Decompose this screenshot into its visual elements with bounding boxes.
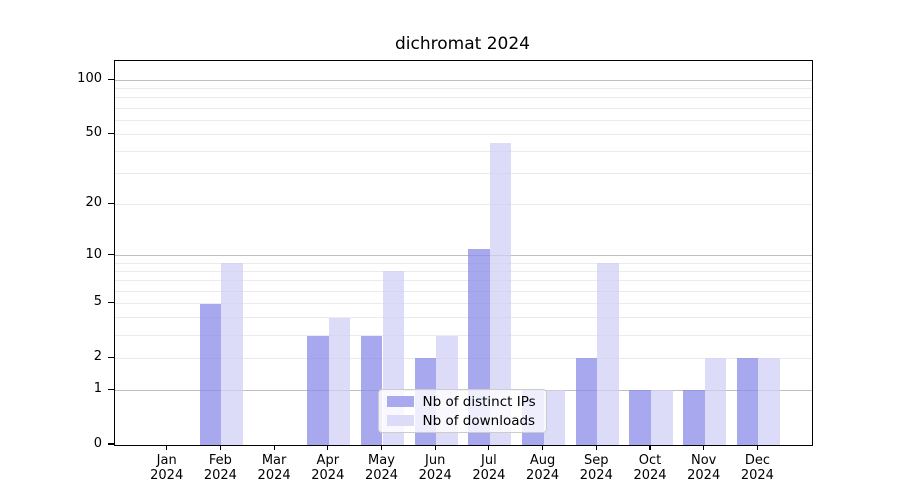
legend-item-distinct-ips: Nb of distinct IPs (386, 393, 538, 410)
minor-gridline-7 (115, 280, 812, 282)
bar-ips-dec (736, 358, 759, 445)
y-tick-label-100: 100 (77, 71, 102, 87)
minor-gridline-4 (115, 317, 812, 319)
y-tick-label-50: 50 (85, 125, 102, 141)
x-tick-apr (327, 445, 329, 450)
bar-downloads-jul (489, 142, 512, 445)
y-tick-label-5: 5 (93, 294, 102, 310)
minor-gridline-70 (115, 107, 812, 109)
y-tick-label-10: 10 (85, 246, 102, 262)
x-tick-mar (273, 445, 275, 450)
y-tick-20 (108, 202, 114, 205)
x-tick-label-nov: Nov 2024 (687, 452, 721, 484)
x-tick-feb (219, 445, 221, 450)
downloads-swatch-icon (386, 415, 414, 426)
minor-gridline-40 (115, 151, 812, 153)
legend-item-downloads: Nb of downloads (386, 412, 538, 429)
x-tick-label-jan: Jan 2024 (150, 452, 184, 484)
minor-gridline-20 (115, 203, 812, 205)
bar-downloads-oct (651, 390, 673, 445)
y-tick-50 (108, 132, 114, 134)
minor-gridline-8 (115, 270, 812, 272)
x-tick-label-jul: Jul 2024 (472, 452, 506, 484)
bar-ips-may (360, 335, 383, 445)
x-tick-dec (756, 445, 758, 450)
bar-downloads-dec (758, 358, 780, 445)
legend: Nb of distinct IPs Nb of downloads (377, 389, 547, 433)
bar-ips-nov (683, 390, 705, 445)
x-tick-label-apr: Apr 2024 (311, 452, 345, 484)
y-tick-100 (108, 78, 114, 80)
bar-ips-sep (575, 358, 598, 445)
x-tick-jun (434, 445, 436, 450)
x-tick-nov (703, 445, 705, 450)
y-tick-label-0: 0 (93, 436, 102, 451)
chart-title: dichromat 2024 (395, 34, 530, 54)
bar-downloads-aug (543, 390, 566, 445)
minor-gridline-9 (115, 262, 812, 264)
y-tick-5 (108, 301, 114, 304)
y-tick-10 (108, 253, 114, 256)
x-tick-label-mar: Mar 2024 (257, 452, 291, 484)
minor-gridline-3 (115, 334, 812, 336)
x-tick-label-sep: Sep 2024 (579, 452, 613, 484)
minor-gridline-50 (115, 133, 812, 135)
y-tick-label-2: 2 (93, 349, 102, 365)
y-tick-label-1: 1 (93, 381, 102, 397)
legend-label: Nb of downloads (422, 412, 536, 429)
x-tick-label-jun: Jun 2024 (418, 452, 452, 484)
x-tick-oct (649, 445, 651, 450)
minor-gridline-30 (115, 173, 812, 175)
x-tick-label-feb: Feb 2024 (203, 452, 237, 484)
y-tick-2 (108, 356, 114, 358)
minor-gridline-6 (115, 290, 812, 292)
legend-label: Nb of distinct IPs (422, 393, 536, 410)
x-tick-may (380, 445, 383, 450)
x-tick-jan (166, 445, 168, 450)
major-gridline-100 (115, 79, 812, 81)
x-tick-aug (542, 445, 544, 450)
x-tick-label-dec: Dec 2024 (740, 452, 774, 484)
major-gridline-10 (115, 255, 812, 257)
plot-area (114, 59, 813, 446)
y-tick-0 (108, 443, 114, 445)
bar-ips-oct (629, 390, 651, 445)
ips-swatch-icon (386, 396, 414, 407)
bar-ips-feb (199, 303, 222, 445)
minor-gridline-60 (115, 119, 812, 121)
y-tick-1 (108, 388, 114, 390)
x-tick-label-may: May 2024 (364, 452, 399, 484)
minor-gridline-80 (115, 97, 812, 99)
x-tick-label-aug: Aug 2024 (526, 452, 560, 484)
bar-downloads-nov (704, 358, 727, 445)
x-tick-sep (595, 445, 597, 450)
minor-gridline-2 (115, 357, 812, 359)
x-tick-label-oct: Oct 2024 (633, 452, 667, 484)
bar-downloads-feb (221, 263, 243, 445)
bar-ips-apr (307, 335, 329, 445)
x-tick-jul (488, 445, 490, 450)
y-tick-label-20: 20 (85, 195, 102, 211)
bar-downloads-sep (597, 263, 619, 445)
minor-gridline-90 (115, 88, 812, 90)
minor-gridline-5 (115, 302, 812, 304)
bar-downloads-apr (328, 317, 351, 445)
